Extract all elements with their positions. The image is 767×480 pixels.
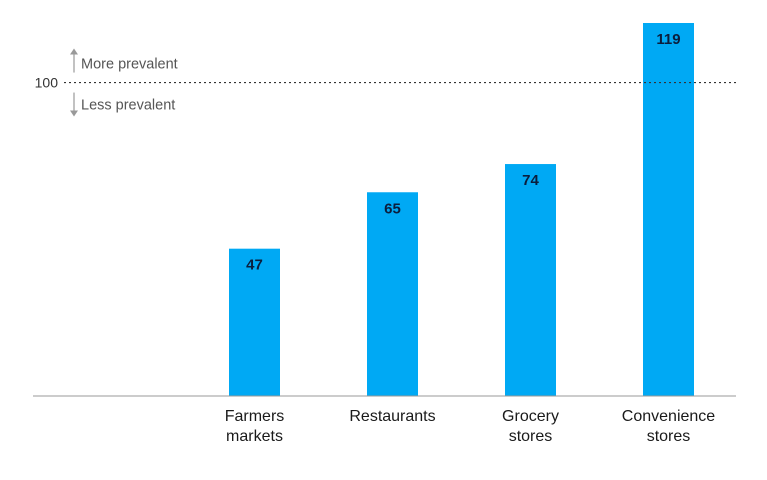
bars-group: 47 65 74 119 bbox=[229, 23, 694, 396]
category-label: Farmers markets bbox=[225, 408, 285, 445]
bar-value-label: 47 bbox=[246, 257, 263, 274]
category-label-line: Restaurants bbox=[349, 408, 435, 425]
category-label-line: stores bbox=[647, 428, 691, 445]
category-label-line: Grocery bbox=[502, 408, 559, 425]
category-label-line: Convenience bbox=[622, 408, 716, 425]
less-prevalent-label: Less prevalent bbox=[81, 98, 175, 114]
reference-line-group: 100 More prevalent Less prevalent bbox=[35, 48, 738, 117]
arrow-down-icon bbox=[70, 92, 78, 117]
arrow-up-icon bbox=[70, 48, 78, 73]
category-label-line: Farmers bbox=[225, 408, 285, 425]
bar-value-label: 119 bbox=[656, 31, 680, 48]
bar-value-label: 74 bbox=[522, 172, 539, 189]
category-label: Convenience stores bbox=[622, 408, 716, 445]
bar bbox=[367, 192, 418, 396]
category-label: Restaurants bbox=[349, 408, 435, 425]
bar-value-label: 65 bbox=[384, 200, 401, 217]
bar bbox=[229, 248, 280, 396]
category-label-line: markets bbox=[226, 428, 283, 445]
more-prevalent-label: More prevalent bbox=[81, 57, 178, 73]
category-label: Grocery stores bbox=[502, 408, 559, 445]
reference-tick-label: 100 bbox=[35, 75, 59, 91]
category-label-line: stores bbox=[509, 428, 553, 445]
bar bbox=[643, 23, 694, 396]
bar bbox=[505, 164, 556, 396]
